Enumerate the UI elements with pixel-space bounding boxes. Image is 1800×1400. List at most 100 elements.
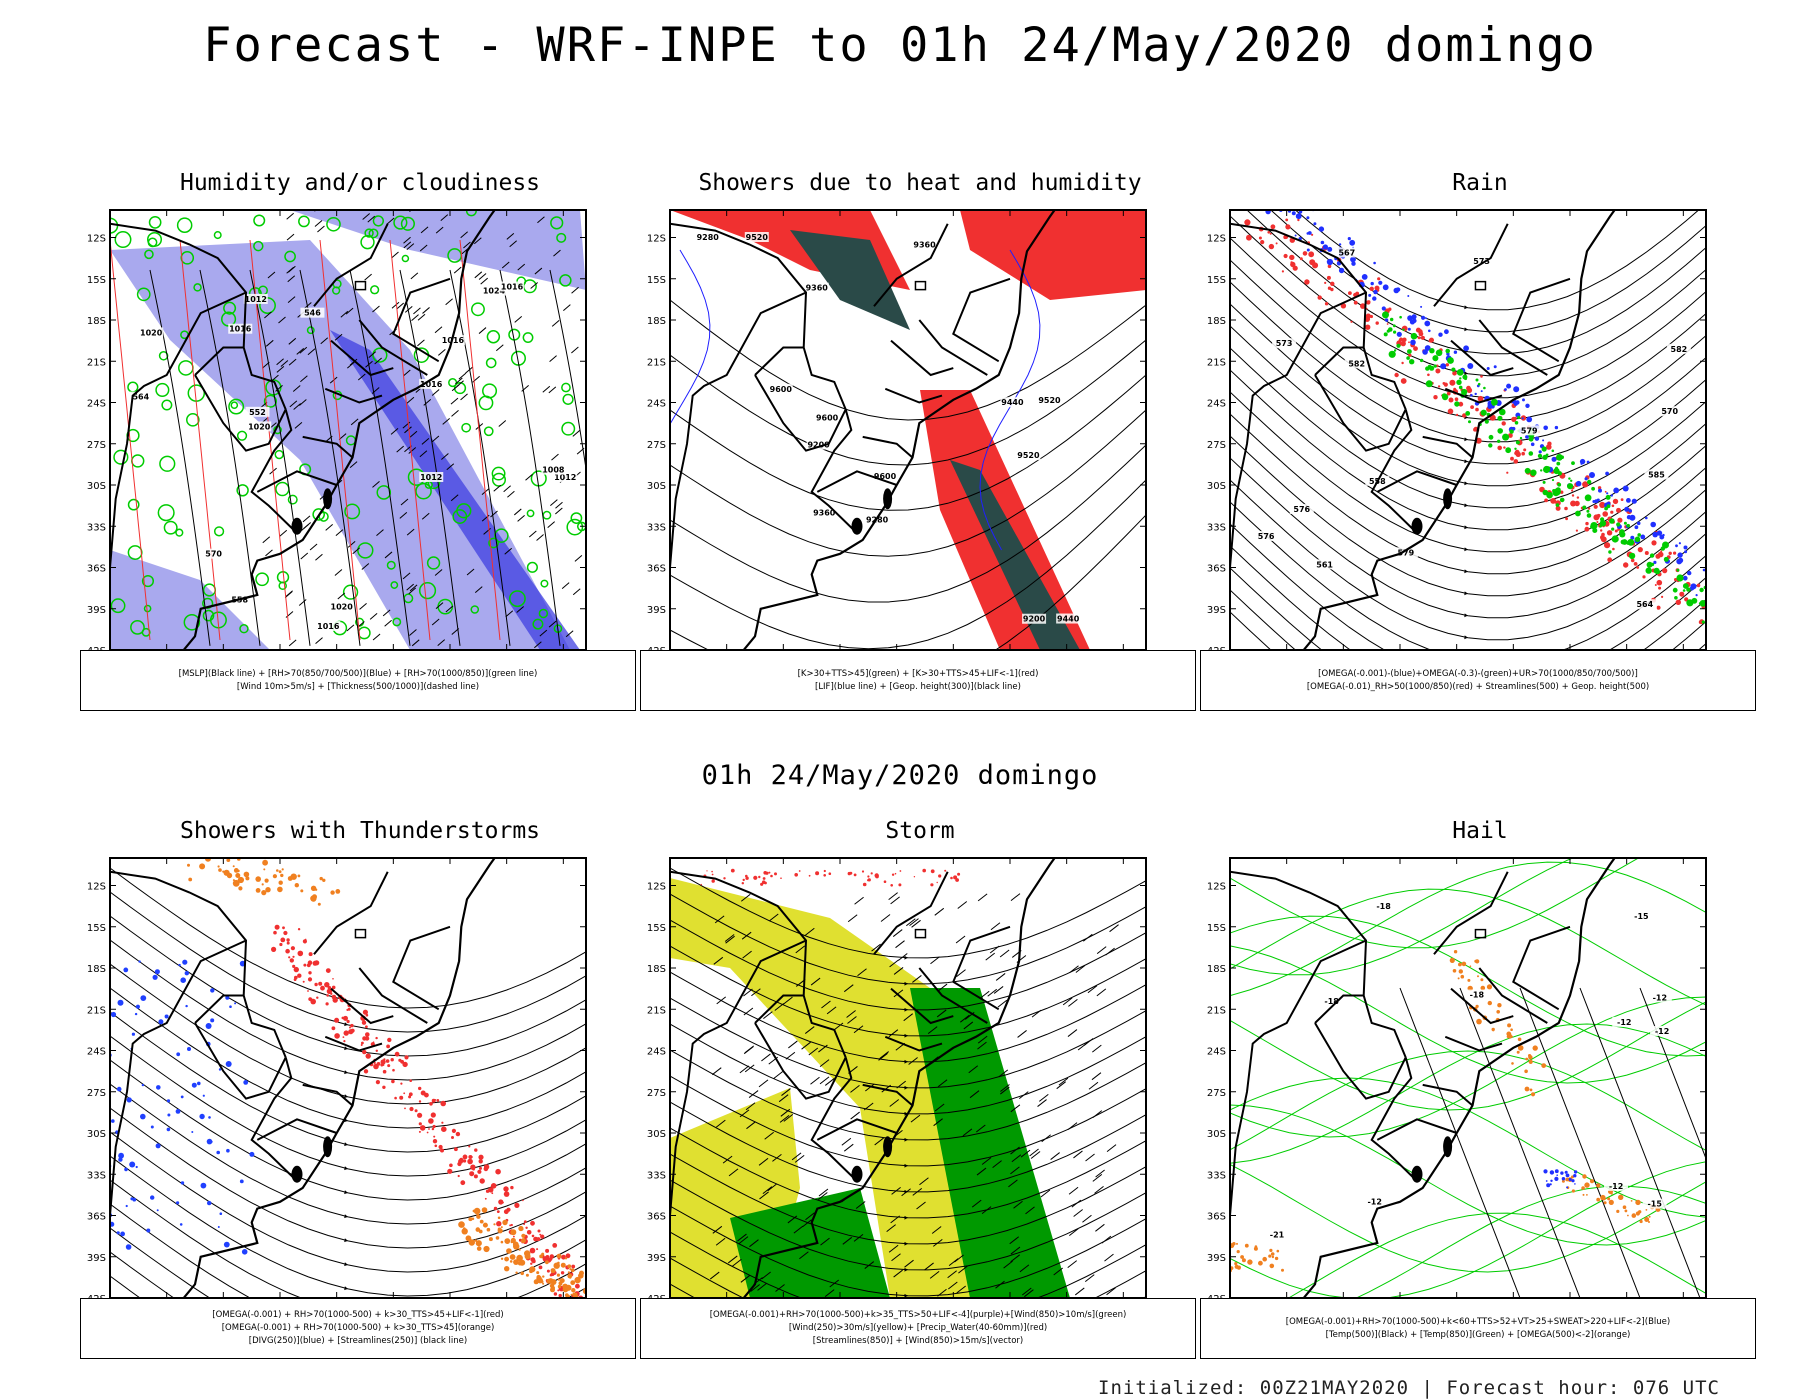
wind-vector bbox=[878, 1052, 888, 1061]
thunderstorm-red bbox=[451, 1136, 454, 1139]
rain-blue bbox=[1361, 274, 1368, 280]
wind-vector bbox=[431, 618, 440, 626]
wind-vector bbox=[293, 403, 301, 410]
thunderstorm-red bbox=[495, 1168, 501, 1175]
green-contour bbox=[236, 430, 248, 441]
legend-line: [MSLP](Black line) + [RH>70(850/700/500)… bbox=[178, 668, 538, 679]
border-line bbox=[670, 939, 807, 1221]
rain-blue bbox=[1586, 460, 1590, 464]
wind-vector bbox=[850, 1111, 860, 1120]
thunderstorm-red bbox=[441, 1121, 444, 1124]
thunderstorm-red bbox=[382, 1069, 387, 1074]
lat-label: 18S bbox=[1207, 964, 1226, 975]
green-contour bbox=[306, 326, 315, 335]
legend-line: [OMEGA(-0.001) + RH>70(1000-500) + k>30_… bbox=[221, 1323, 495, 1333]
jet-yellow bbox=[670, 878, 1000, 1298]
wind-vector bbox=[763, 1011, 773, 1020]
contour-label: 9520 bbox=[746, 233, 769, 242]
rain-red bbox=[1711, 622, 1715, 626]
thunderstorm-orange bbox=[317, 902, 321, 906]
border-line bbox=[256, 1118, 338, 1141]
thunderstorm-red bbox=[365, 1053, 371, 1059]
thunderstorm-red bbox=[289, 958, 294, 963]
omega-orange bbox=[1607, 1197, 1611, 1201]
contour-label: -21 bbox=[1270, 1231, 1285, 1240]
contour-label: -12 bbox=[1609, 1182, 1623, 1191]
lat-label: 42S bbox=[1207, 646, 1226, 650]
precip-water-red bbox=[711, 870, 713, 873]
wind-vector bbox=[421, 512, 430, 520]
lagoon-mirim bbox=[1411, 517, 1423, 535]
stream-arrow bbox=[904, 1241, 908, 1246]
wind-vector bbox=[788, 1040, 798, 1049]
wind-vector bbox=[977, 893, 988, 902]
precip-water-red bbox=[823, 874, 826, 877]
thunderstorm-orange bbox=[500, 1226, 503, 1229]
divergence-blue bbox=[110, 1221, 115, 1227]
green-contour bbox=[157, 504, 175, 522]
rain-green bbox=[1590, 524, 1595, 529]
rain-green bbox=[1475, 378, 1479, 382]
isobar-line bbox=[499, 269, 561, 646]
omega-orange bbox=[1608, 1199, 1614, 1205]
wind-vector bbox=[455, 377, 463, 385]
thunderstorm-red bbox=[382, 1085, 386, 1089]
wind-vector bbox=[403, 236, 411, 244]
omega-orange bbox=[1618, 1194, 1624, 1200]
wind-vector bbox=[1010, 1254, 1020, 1263]
precip-water-red bbox=[938, 874, 942, 878]
rain-red bbox=[1327, 264, 1332, 269]
wind-vector bbox=[722, 1155, 733, 1164]
precip-water-red bbox=[847, 871, 851, 876]
wind-vector bbox=[314, 220, 323, 227]
wind-vector bbox=[391, 301, 400, 309]
rain-green bbox=[1515, 440, 1520, 445]
wind-vector bbox=[995, 973, 1006, 981]
panel-title: Humidity and/or cloudiness bbox=[179, 170, 541, 196]
lat-label: 36S bbox=[1207, 564, 1226, 575]
rain-red bbox=[1252, 184, 1258, 190]
panel-legend: [MSLP](Black line) + [RH>70(850/700/500)… bbox=[80, 650, 636, 711]
wind-vector bbox=[1087, 985, 1098, 994]
rain-green bbox=[1556, 454, 1563, 461]
wind-vector bbox=[345, 307, 354, 315]
precip-water-red bbox=[870, 872, 873, 875]
rain-red bbox=[1515, 451, 1521, 457]
contour-label-bg bbox=[1272, 338, 1297, 349]
rain-green bbox=[1545, 466, 1551, 471]
wind-vector bbox=[474, 237, 482, 245]
wind-vector bbox=[1000, 1086, 1010, 1095]
lat-label: 21S bbox=[87, 357, 106, 368]
lat-label: 27S bbox=[87, 1088, 106, 1099]
omega-orange bbox=[1276, 1249, 1280, 1253]
divergence-blue bbox=[125, 1204, 128, 1208]
rain-green bbox=[1575, 510, 1581, 517]
wind-vector bbox=[773, 1071, 783, 1080]
rain-green bbox=[1591, 486, 1595, 491]
contour-label-bg bbox=[1319, 995, 1344, 1006]
thunderstorm-red bbox=[539, 1233, 542, 1236]
rain-green bbox=[1392, 324, 1396, 328]
divergence-blue bbox=[199, 1113, 205, 1120]
wind-vector bbox=[406, 528, 415, 536]
thunderstorm-orange bbox=[513, 1259, 519, 1265]
omega-orange bbox=[1449, 957, 1455, 963]
omega-orange bbox=[1480, 985, 1486, 991]
precip-water-red bbox=[711, 879, 715, 883]
contour-label-bg bbox=[228, 323, 253, 334]
wind-vector bbox=[865, 1083, 875, 1092]
thunderstorm-orange bbox=[567, 1271, 570, 1274]
omega-orange bbox=[1627, 1214, 1629, 1217]
contour-label: 552 bbox=[249, 408, 266, 417]
divergence-blue bbox=[223, 1241, 230, 1248]
wind-vector bbox=[374, 357, 382, 365]
country-borders bbox=[1230, 210, 1616, 650]
rain-blue bbox=[1420, 305, 1423, 308]
omega-orange bbox=[1571, 1189, 1575, 1193]
wind-vector bbox=[893, 1269, 903, 1278]
thunderstorm-red bbox=[561, 1254, 566, 1260]
contour-label-bg bbox=[768, 383, 793, 394]
rain-red bbox=[1497, 445, 1502, 451]
rain-red bbox=[1550, 498, 1557, 504]
thunderstorm-orange bbox=[493, 1223, 496, 1226]
